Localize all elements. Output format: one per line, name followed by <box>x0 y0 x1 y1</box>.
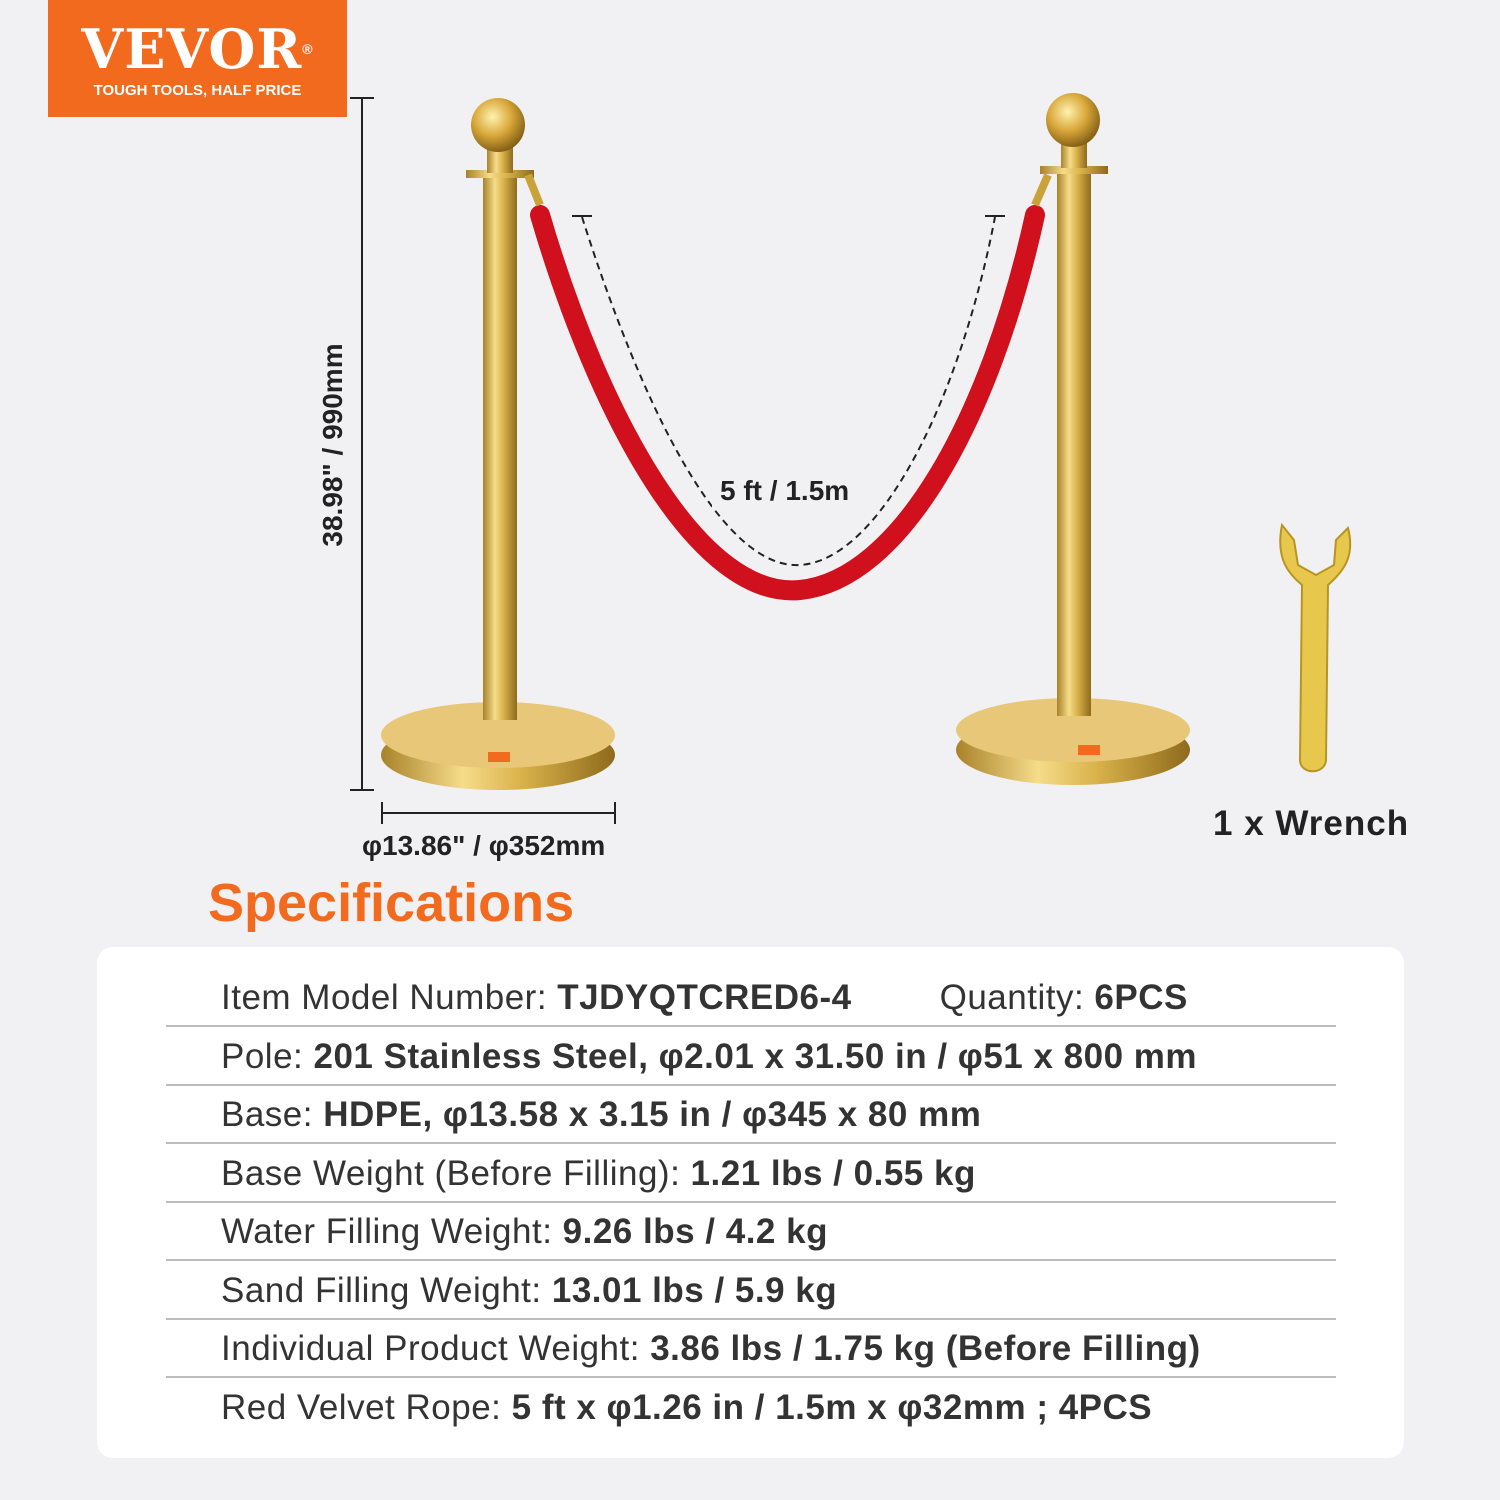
spec-row: Pole: 201 Stainless Steel, φ2.01 x 31.50… <box>166 1028 1336 1086</box>
spec-row: Base: HDPE, φ13.58 x 3.15 in / φ345 x 80… <box>166 1086 1336 1144</box>
spec-row-model: Item Model Number: TJDYQTCRED6-4 Quantity… <box>166 969 1336 1027</box>
spec-value: 9.26 lbs / 4.2 kg <box>562 1212 828 1251</box>
spec-row: Water Filling Weight: 9.26 lbs / 4.2 kg <box>166 1203 1336 1261</box>
base-label <box>488 752 510 762</box>
spec-row: Base Weight (Before Filling): 1.21 lbs /… <box>166 1145 1336 1203</box>
spec-label: Water Filling Weight: <box>221 1212 563 1251</box>
spec-value: 1.21 lbs / 0.55 kg <box>690 1154 976 1193</box>
spec-value: 3.86 lbs / 1.75 kg (Before Filling) <box>650 1329 1201 1368</box>
stanchion-illustration <box>350 93 1352 824</box>
rope-length-label: 5 ft / 1.5m <box>720 475 850 506</box>
spec-value: HDPE, φ13.58 x 3.15 in / φ345 x 80 mm <box>323 1095 982 1134</box>
spec-row: Red Velvet Rope: 5 ft x φ1.26 in / 1.5m … <box>166 1379 1336 1437</box>
spec-row: Sand Filling Weight: 13.01 lbs / 5.9 kg <box>166 1262 1336 1320</box>
spec-value: TJDYQTCRED6-4 <box>557 978 852 1017</box>
height-dimension-label: 38.98" / 990mm <box>317 343 348 547</box>
spec-label: Quantity: <box>939 978 1095 1017</box>
red-velvet-rope <box>530 205 1045 601</box>
wrench-icon <box>1279 522 1352 773</box>
right-stanchion <box>956 93 1190 785</box>
spec-label: Pole: <box>221 1037 314 1076</box>
wrench-label: 1 x Wrench <box>1213 804 1410 843</box>
spec-label: Sand Filling Weight: <box>221 1271 552 1310</box>
spec-label: Item Model Number: <box>221 978 558 1017</box>
specifications-table: Item Model Number: TJDYQTCRED6-4 Quantity… <box>97 947 1404 1458</box>
spec-label: Red Velvet Rope: <box>221 1388 512 1427</box>
base-diameter-label: φ13.86" / φ352mm <box>362 830 606 861</box>
registered-mark: ® <box>302 41 314 57</box>
spec-label: Individual Product Weight: <box>221 1329 651 1368</box>
spec-row: Individual Product Weight: 3.86 lbs / 1.… <box>166 1320 1336 1378</box>
spec-value: 6PCS <box>1094 978 1188 1017</box>
vevor-logo: VEVOR® TOUGH TOOLS, HALF PRICE <box>48 0 347 117</box>
spec-value: 5 ft x φ1.26 in / 1.5m x φ32mm ; 4PCS <box>511 1388 1153 1427</box>
base-width-dimension-line <box>381 802 616 824</box>
spec-label: Base: <box>221 1095 324 1134</box>
logo-tagline: TOUGH TOOLS, HALF PRICE <box>93 82 302 99</box>
rope-length-dimension <box>581 216 996 567</box>
spec-value: 201 Stainless Steel, φ2.01 x 31.50 in / … <box>313 1037 1198 1076</box>
left-stanchion <box>381 98 615 790</box>
logo-brand: VEVOR <box>81 17 303 81</box>
spec-value: 13.01 lbs / 5.9 kg <box>551 1271 838 1310</box>
spec-label: Base Weight (Before Filling): <box>221 1154 691 1193</box>
specifications-title: Specifications <box>208 873 575 933</box>
height-dimension-line <box>350 97 374 791</box>
